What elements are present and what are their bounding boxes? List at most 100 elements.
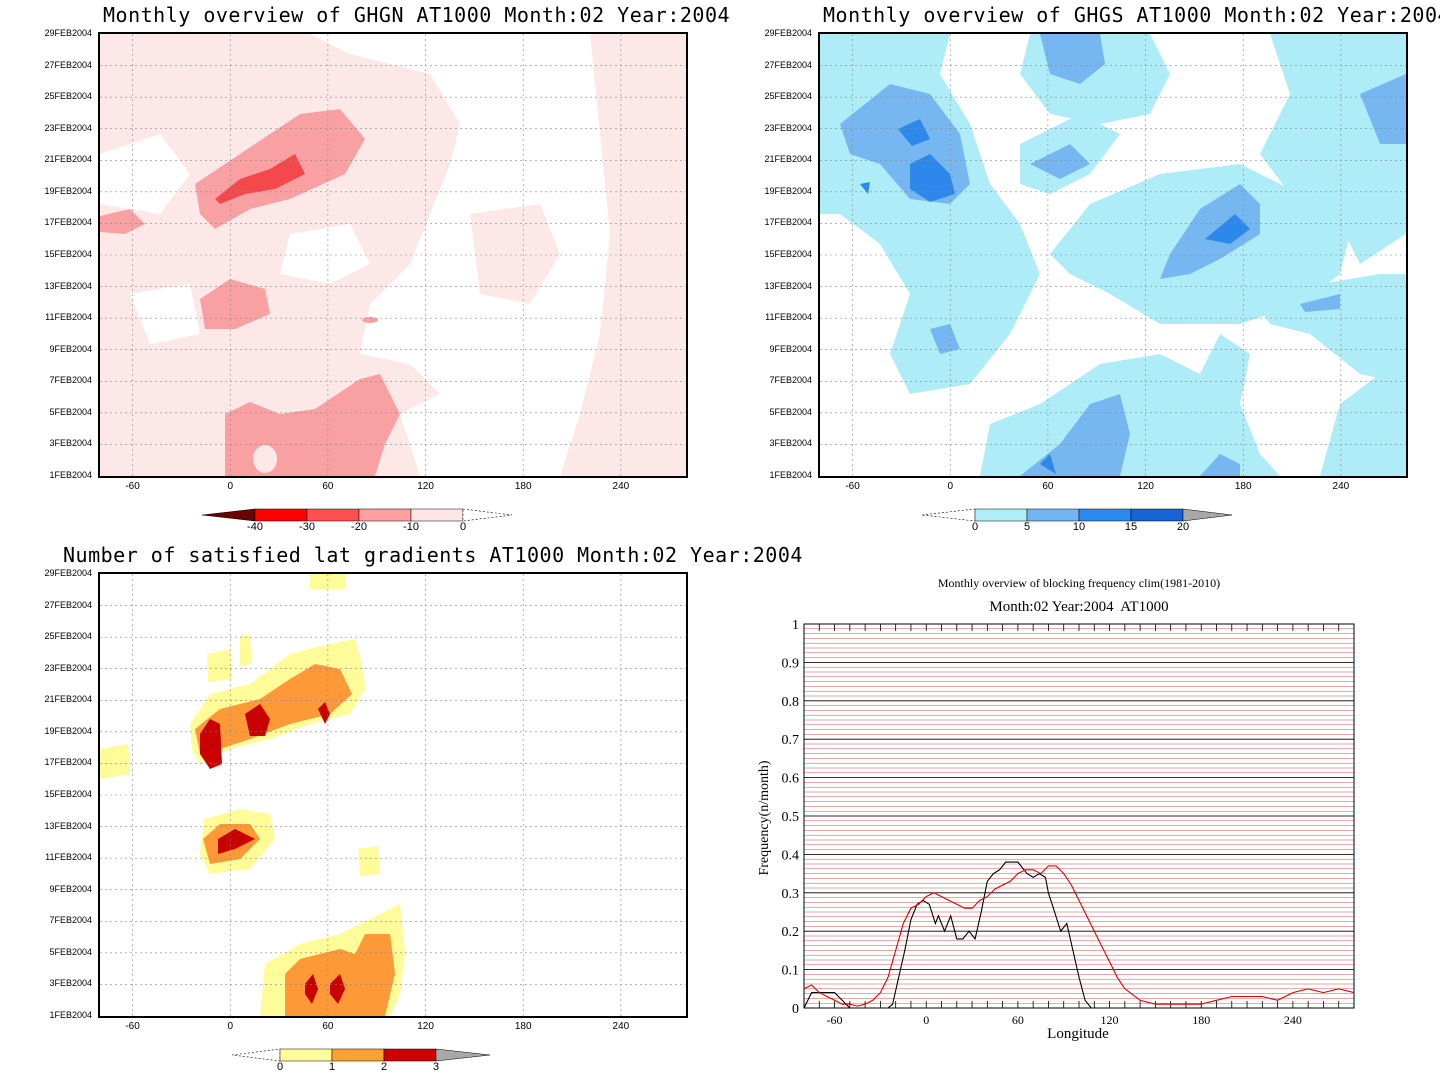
x-tick-label: 60 <box>1012 1013 1024 1027</box>
y-tick-label: 0.7 <box>782 733 800 748</box>
y-tick-label: 0.3 <box>782 887 800 902</box>
y-tick-label: 25FEB2004 <box>44 91 92 102</box>
x-tick-label: -60 <box>827 1013 843 1027</box>
x-tick-label: 180 <box>1234 481 1252 492</box>
y-tick-label: 21FEB2004 <box>44 154 92 165</box>
ghgn-plot-area <box>98 32 688 478</box>
x-tick-label: 60 <box>322 1021 334 1032</box>
colorbar-label: 3 <box>432 1061 440 1073</box>
y-tick-label: 11FEB2004 <box>45 852 92 863</box>
y-tick-label: 15FEB2004 <box>764 249 812 259</box>
blocking-line-chart: 0 0.1 0.2 0.3 0.4 0.5 0.6 0.7 0.8 0.9 1 -60 0 60 120 18… <box>782 618 1355 1027</box>
colorbar-label: 2 <box>380 1061 388 1073</box>
colorbar-label: -30 <box>299 521 315 533</box>
blocking-x-axis-label: Longitude <box>1047 1026 1109 1042</box>
x-tick-label: 180 <box>1192 1013 1210 1027</box>
x-tick-label: 120 <box>1137 481 1154 492</box>
gradients-colorbar <box>231 1048 491 1062</box>
colorbar-label: 10 <box>1072 521 1086 533</box>
ghgn-title: Monthly overview of GHGN AT1000 Month:02… <box>103 3 731 27</box>
y-tick-label: 27FEB2004 <box>44 599 92 610</box>
y-tick-label: 1FEB2004 <box>769 470 812 480</box>
y-tick-label: 25FEB2004 <box>44 631 92 642</box>
y-tick-label: 15FEB2004 <box>44 249 92 259</box>
colorbar-label: -10 <box>403 521 419 533</box>
y-tick-label: 5FEB2004 <box>49 406 92 417</box>
ghgs-plot-area <box>818 32 1408 478</box>
y-tick-label: 13FEB2004 <box>44 280 92 291</box>
x-tick-label: 0 <box>227 481 233 492</box>
y-tick-label: 27FEB2004 <box>764 59 812 70</box>
y-tick-label: 0.8 <box>782 695 800 710</box>
x-tick-label: 240 <box>1332 481 1350 492</box>
y-tick-label: 19FEB2004 <box>44 185 92 196</box>
y-tick-label: 9FEB2004 <box>769 343 812 354</box>
colorbar-label: -40 <box>247 521 263 533</box>
y-tick-label: 0 <box>792 1002 799 1017</box>
x-tick-label: 120 <box>417 481 434 492</box>
y-tick-label: 7FEB2004 <box>769 375 812 386</box>
colorbar-label: 15 <box>1124 521 1138 533</box>
x-tick-label: 180 <box>514 481 532 492</box>
ghgs-panel: Monthly overview of GHGS AT1000 Month:02… <box>720 0 1440 545</box>
ghgn-panel: Monthly overview of GHGN AT1000 Month:02… <box>0 0 729 545</box>
gradients-panel: Number of satisfied lat gradients AT1000… <box>0 540 802 1091</box>
y-tick-label: 19FEB2004 <box>44 725 92 736</box>
y-tick-label: 0.4 <box>782 848 800 863</box>
x-tick-label: 240 <box>1284 1013 1302 1027</box>
colorbar-label: 0 <box>971 521 979 533</box>
gradients-contour-map <box>100 574 686 1016</box>
ghgs-colorbar <box>921 508 1233 522</box>
y-tick-label: 29FEB2004 <box>44 28 92 38</box>
x-tick-label: 120 <box>417 1021 434 1032</box>
y-tick-label: 0.1 <box>782 964 800 979</box>
y-tick-label: 0.6 <box>782 772 800 787</box>
gradients-title: Number of satisfied lat gradients AT1000… <box>63 543 803 567</box>
ghgs-title: Monthly overview of GHGS AT1000 Month:02… <box>823 3 1440 27</box>
y-tick-label: 5FEB2004 <box>769 406 812 417</box>
y-tick-label: 17FEB2004 <box>44 757 92 768</box>
y-tick-label: 7FEB2004 <box>49 375 92 386</box>
gradients-plot-area <box>98 572 688 1018</box>
x-tick-label: 0 <box>923 1013 929 1027</box>
x-tick-label: -60 <box>845 481 860 492</box>
y-tick-label: 25FEB2004 <box>764 91 812 102</box>
y-tick-label: 29FEB2004 <box>44 568 92 578</box>
y-tick-label: 23FEB2004 <box>764 122 812 133</box>
y-tick-label: 9FEB2004 <box>49 343 92 354</box>
x-tick-label: -60 <box>125 1021 140 1032</box>
colorbar-label: 20 <box>1176 521 1190 533</box>
blocking-frequency-panel: Monthly overview of blocking frequency c… <box>730 560 1440 1091</box>
x-tick-label: 240 <box>612 1021 630 1032</box>
series-line-0 <box>803 861 1354 1009</box>
y-tick-label: 23FEB2004 <box>44 122 92 133</box>
colorbar-label: 1 <box>328 1061 336 1073</box>
y-tick-label: 13FEB2004 <box>764 280 812 291</box>
blocking-title: Monthly overview of blocking frequency c… <box>937 576 1221 590</box>
y-tick-label: 3FEB2004 <box>769 438 812 449</box>
y-tick-label: 29FEB2004 <box>764 28 812 38</box>
colorbar-label: 0 <box>459 521 467 533</box>
ghgn-colorbar <box>201 508 513 522</box>
y-tick-label: 23FEB2004 <box>44 662 92 673</box>
y-tick-label: 17FEB2004 <box>44 217 92 228</box>
colorbar-label: 5 <box>1023 521 1031 533</box>
y-tick-label: 1FEB2004 <box>49 470 92 480</box>
colorbar-label: 0 <box>276 1061 284 1073</box>
y-tick-label: 0.9 <box>782 656 800 671</box>
x-tick-label: 180 <box>514 1021 532 1032</box>
y-tick-label: 13FEB2004 <box>44 820 92 831</box>
y-tick-label: 21FEB2004 <box>764 154 812 165</box>
ghgn-contour-map <box>100 34 686 476</box>
ghgs-contour-map <box>820 34 1406 476</box>
series-line-1 <box>803 865 1355 1007</box>
x-tick-label: 60 <box>1042 481 1054 492</box>
y-tick-label: 9FEB2004 <box>49 883 92 894</box>
x-tick-label: 120 <box>1101 1013 1119 1027</box>
x-tick-label: 60 <box>322 481 334 492</box>
y-tick-label: 17FEB2004 <box>764 217 812 228</box>
x-tick-label: 240 <box>612 481 630 492</box>
y-tick-label: 3FEB2004 <box>49 978 92 989</box>
colorbar-label: -20 <box>351 521 367 533</box>
x-tick-label: 0 <box>947 481 953 492</box>
